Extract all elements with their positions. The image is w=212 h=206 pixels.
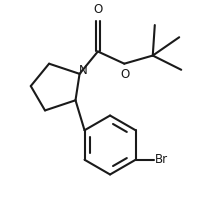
Text: O: O <box>121 68 130 81</box>
Text: N: N <box>79 64 88 77</box>
Text: O: O <box>93 3 102 16</box>
Text: Br: Br <box>155 153 168 166</box>
